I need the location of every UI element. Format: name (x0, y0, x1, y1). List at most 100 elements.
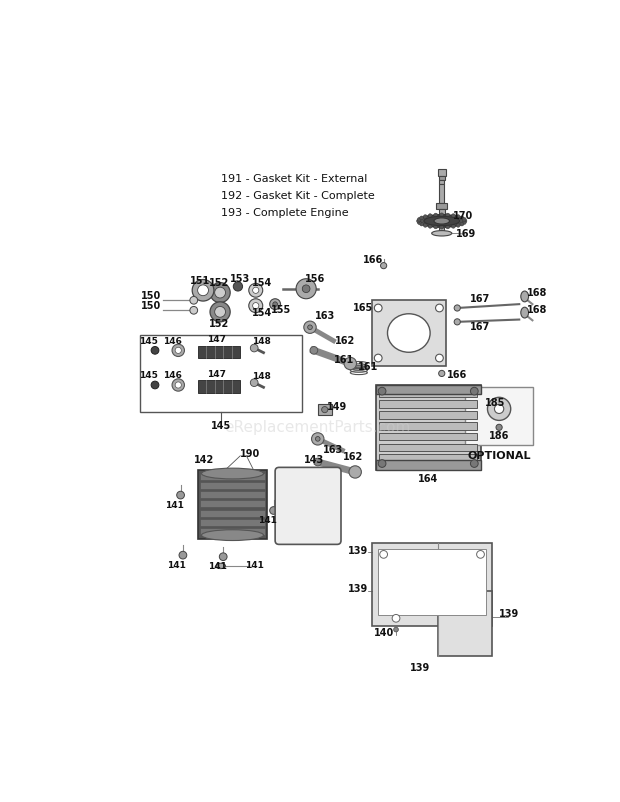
Circle shape (303, 285, 310, 293)
Circle shape (423, 215, 427, 219)
Bar (379, 411, 477, 419)
Bar (440, 227, 444, 231)
Circle shape (446, 225, 450, 229)
Circle shape (304, 321, 316, 334)
Text: 149: 149 (327, 402, 347, 411)
Text: 143: 143 (304, 456, 324, 465)
Ellipse shape (434, 218, 450, 224)
Text: 145: 145 (211, 421, 231, 431)
Text: 145: 145 (140, 337, 158, 346)
Text: 141: 141 (165, 500, 184, 509)
Circle shape (215, 287, 226, 298)
Ellipse shape (432, 231, 452, 236)
Text: 146: 146 (162, 337, 182, 346)
Bar (439, 209, 445, 216)
Text: 168: 168 (527, 306, 547, 315)
Bar (376, 385, 480, 395)
Circle shape (463, 217, 466, 221)
Bar (376, 385, 480, 470)
Circle shape (454, 305, 460, 311)
Bar (379, 422, 477, 430)
Circle shape (434, 225, 438, 229)
Circle shape (456, 215, 460, 219)
Text: 166: 166 (363, 255, 384, 265)
Text: 168: 168 (527, 288, 547, 298)
Circle shape (250, 344, 258, 352)
Text: 162: 162 (335, 336, 355, 346)
Circle shape (175, 382, 181, 388)
Text: 164: 164 (418, 474, 438, 484)
Ellipse shape (418, 215, 465, 227)
Circle shape (428, 225, 432, 229)
Text: 148: 148 (252, 338, 272, 346)
Text: 163: 163 (316, 310, 335, 321)
FancyBboxPatch shape (275, 468, 341, 545)
Circle shape (179, 551, 187, 559)
Ellipse shape (202, 468, 264, 479)
Text: 167: 167 (471, 294, 490, 304)
Circle shape (440, 225, 444, 229)
Circle shape (392, 614, 400, 622)
Text: 161: 161 (334, 354, 354, 365)
Circle shape (344, 358, 356, 370)
Bar (198, 346, 241, 358)
Circle shape (249, 283, 263, 298)
Circle shape (378, 387, 386, 395)
Circle shape (451, 225, 455, 229)
Text: 165: 165 (353, 303, 373, 313)
Circle shape (151, 346, 159, 354)
Text: 155: 155 (271, 306, 291, 315)
Bar (379, 454, 477, 462)
Text: 162: 162 (342, 452, 363, 462)
Text: 166: 166 (447, 370, 467, 380)
Circle shape (192, 280, 214, 301)
Circle shape (270, 507, 278, 514)
Ellipse shape (521, 291, 528, 302)
Text: 152: 152 (209, 278, 229, 289)
Circle shape (435, 354, 443, 362)
Circle shape (177, 492, 185, 499)
Circle shape (454, 318, 460, 325)
Bar (200, 482, 265, 489)
Circle shape (190, 306, 198, 314)
Circle shape (308, 325, 312, 330)
Circle shape (495, 404, 503, 414)
Text: 170: 170 (453, 211, 474, 221)
Circle shape (378, 460, 386, 468)
Circle shape (374, 354, 382, 362)
Circle shape (417, 219, 420, 223)
Circle shape (446, 213, 450, 217)
Circle shape (463, 219, 467, 223)
Text: 148: 148 (252, 372, 272, 381)
Circle shape (456, 224, 460, 227)
Text: eReplacementParts.com: eReplacementParts.com (224, 419, 411, 435)
Circle shape (215, 306, 226, 318)
Circle shape (151, 381, 159, 389)
Circle shape (233, 282, 242, 291)
Ellipse shape (424, 217, 459, 225)
Text: 141: 141 (167, 561, 186, 569)
Bar (379, 444, 477, 452)
Circle shape (270, 299, 280, 310)
Text: 141: 141 (258, 516, 277, 525)
Circle shape (471, 460, 478, 468)
Bar (378, 549, 486, 614)
Circle shape (349, 466, 361, 478)
Circle shape (420, 216, 423, 220)
Text: 150: 150 (141, 291, 161, 302)
Bar (376, 460, 480, 470)
Circle shape (311, 433, 324, 445)
Bar (198, 380, 241, 393)
Ellipse shape (521, 307, 528, 318)
Circle shape (439, 371, 445, 376)
Circle shape (172, 344, 185, 357)
Text: 153: 153 (230, 274, 250, 285)
Circle shape (428, 213, 432, 217)
Bar (372, 543, 492, 626)
Text: 161: 161 (358, 362, 378, 371)
Circle shape (394, 627, 399, 632)
Circle shape (496, 424, 502, 431)
Circle shape (219, 553, 227, 561)
Text: 150: 150 (141, 302, 161, 311)
Text: 147: 147 (208, 370, 226, 379)
